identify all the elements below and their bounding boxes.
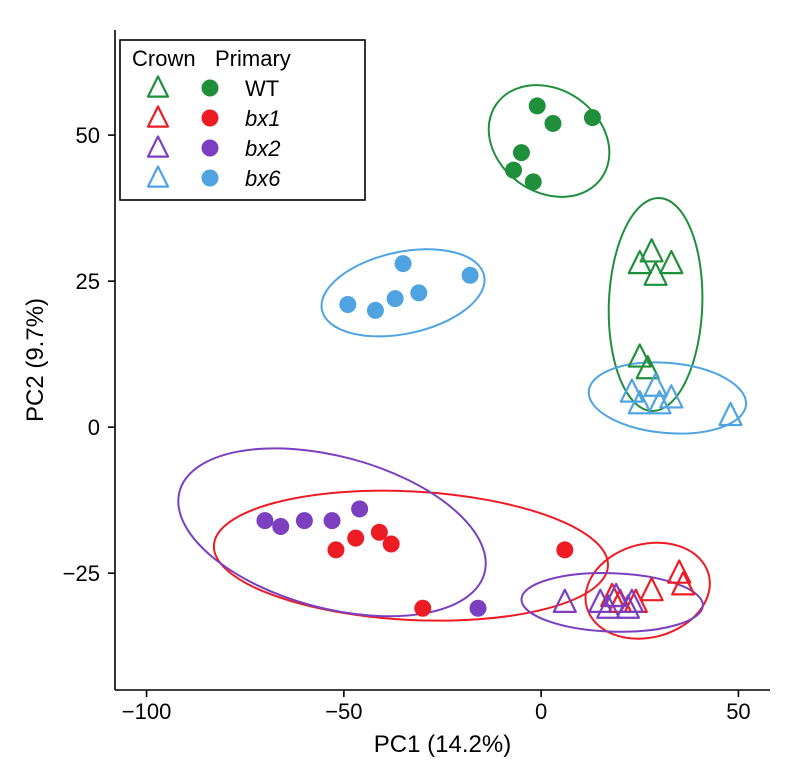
data-point	[556, 541, 573, 558]
data-point	[395, 255, 412, 272]
legend-marker-circle	[202, 80, 219, 97]
data-point	[327, 541, 344, 558]
pca-scatter-chart: −100 −50 0 50 −25 0 25 50 PC1 (14.2%) PC2 (9.7%) C…	[0, 0, 800, 779]
legend-label: bx1	[245, 106, 280, 131]
data-point	[367, 302, 384, 319]
data-point	[529, 97, 546, 114]
data-point	[544, 115, 561, 132]
legend-marker-circle	[202, 170, 219, 187]
data-point	[414, 600, 431, 617]
legend-header-primary: Primary	[215, 46, 291, 71]
y-tick-label: −25	[63, 561, 100, 586]
data-point	[505, 162, 522, 179]
legend-label: bx6	[245, 166, 281, 191]
data-point	[525, 173, 542, 190]
data-point	[296, 512, 313, 529]
y-tick-label: 50	[76, 123, 100, 148]
data-point	[383, 535, 400, 552]
data-point	[339, 296, 356, 313]
legend: Crown Primary WT bx1 bx2 bx6	[120, 40, 365, 200]
legend-label: WT	[245, 76, 279, 101]
chart-svg: −100 −50 0 50 −25 0 25 50 PC1 (14.2%) PC2 (9.7%) C…	[0, 0, 800, 779]
data-point	[272, 518, 289, 535]
data-point	[256, 512, 273, 529]
legend-label: bx2	[245, 136, 280, 161]
data-point	[324, 512, 341, 529]
data-point	[470, 600, 487, 617]
x-tick-label: −50	[325, 699, 362, 724]
data-point	[513, 144, 530, 161]
legend-header-crown: Crown	[132, 46, 196, 71]
data-point	[410, 284, 427, 301]
data-point	[387, 290, 404, 307]
y-tick-label: 0	[88, 415, 100, 440]
data-point	[347, 530, 364, 547]
data-point	[462, 267, 479, 284]
data-point	[351, 500, 368, 517]
y-axis-label: PC2 (9.7%)	[22, 298, 49, 422]
legend-marker-circle	[202, 110, 219, 127]
legend-marker-circle	[202, 140, 219, 157]
x-axis-label: PC1 (14.2%)	[374, 731, 511, 758]
x-tick-label: −100	[122, 699, 172, 724]
x-tick-label: 50	[726, 699, 750, 724]
y-tick-label: 25	[76, 269, 100, 294]
data-point	[584, 109, 601, 126]
x-tick-label: 0	[535, 699, 547, 724]
